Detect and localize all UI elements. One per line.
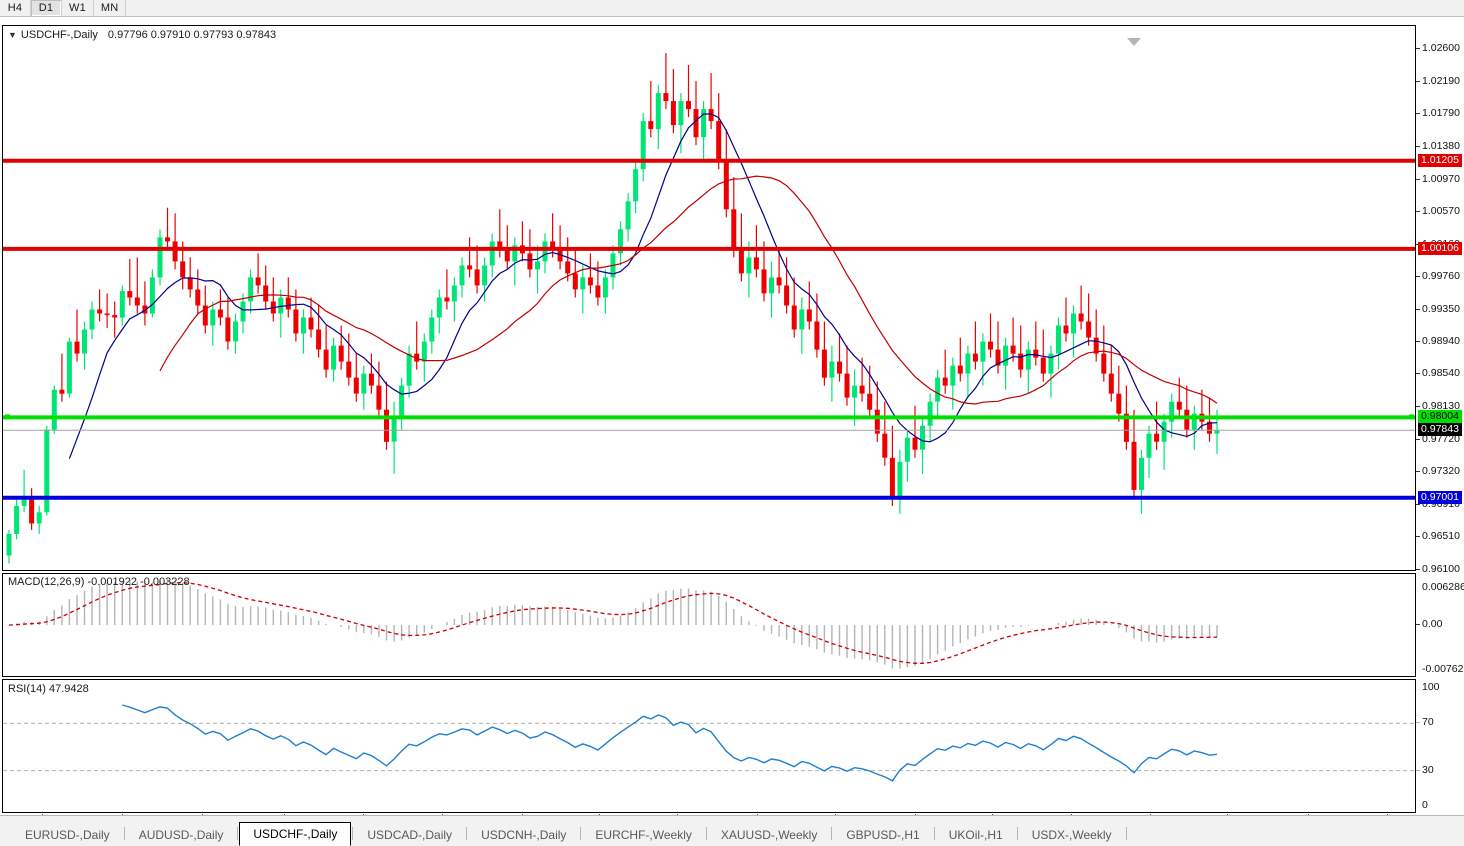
price-tick-label: 1.01380 xyxy=(1416,140,1460,152)
tab-separator xyxy=(237,826,239,840)
tab-separator xyxy=(466,826,468,840)
chart-tab-usdchf-daily[interactable]: USDCHF-,Daily xyxy=(239,822,352,846)
timeframe-toolbar: H4 D1 W1 MN xyxy=(0,0,1464,17)
timeframe-h4[interactable]: H4 xyxy=(0,0,31,16)
price-badge-last-price: 0.97843 xyxy=(1418,423,1462,437)
price-chart-panel[interactable]: ▼ USDCHF-,Daily 0.97796 0.97910 0.97793 … xyxy=(2,25,1416,571)
rsi-tick-label: 30 xyxy=(1416,764,1434,776)
price-badge-support-green: 0.98004 xyxy=(1418,410,1462,424)
price-tick-label: 0.98130 xyxy=(1416,401,1460,412)
tab-separator xyxy=(352,826,354,840)
macd-indicator-panel[interactable]: MACD(12,26,9) -0.001922 -0.003228 xyxy=(2,573,1416,677)
tab-separator xyxy=(580,826,582,840)
tab-separator xyxy=(933,826,935,840)
price-badge-resistance-lower: 1.00106 xyxy=(1418,241,1462,255)
rsi-plot xyxy=(3,680,1415,812)
rsi-svg xyxy=(3,704,1415,782)
chart-tab-list: EURUSD-,Daily AUDUSD-,Daily USDCHF-,Daily U… xyxy=(12,820,1128,846)
rsi-tick-label: 0 xyxy=(1422,799,1428,811)
price-plot xyxy=(3,26,1415,570)
timeframe-d1[interactable]: D1 xyxy=(31,0,62,16)
tab-separator xyxy=(705,826,707,840)
price-tick-label: 0.98940 xyxy=(1416,336,1460,347)
tab-separator xyxy=(1125,826,1127,840)
price-tick-label: 0.99350 xyxy=(1416,303,1460,315)
price-tick-label: 0.97720 xyxy=(1416,434,1460,445)
chart-tab-eurusd-daily[interactable]: EURUSD-,Daily xyxy=(25,828,110,842)
price-svg xyxy=(3,53,1415,564)
price-tick-label: 0.96100 xyxy=(1416,564,1460,575)
price-tick-label: 1.01790 xyxy=(1416,107,1460,119)
tab-separator xyxy=(831,826,833,840)
macd-tick-label: 0.006286 xyxy=(1422,581,1464,593)
timeframe-w1[interactable]: W1 xyxy=(62,0,94,16)
price-tick-label: 0.96910 xyxy=(1416,499,1460,510)
toolbar-spacer xyxy=(126,0,1464,16)
price-tick-label: 0.96510 xyxy=(1416,531,1460,542)
chart-tab-eurchf-weekly[interactable]: EURCHF-,Weekly xyxy=(595,828,692,842)
chart-area[interactable]: ▼ USDCHF-,Daily 0.97796 0.97910 0.97793 … xyxy=(0,17,1464,832)
rsi-indicator-panel[interactable]: RSI(14) 47.9428 xyxy=(2,679,1416,813)
chart-tab-usdcad-daily[interactable]: USDCAD-,Daily xyxy=(367,828,453,842)
chart-tab-usdcnh-daily[interactable]: USDCNH-,Daily xyxy=(481,828,567,842)
macd-plot xyxy=(3,574,1415,676)
macd-tick-label: 0.00 xyxy=(1416,619,1442,630)
chart-tab-gbpusd-h1[interactable]: GBPUSD-,H1 xyxy=(846,828,920,842)
scroll-position-marker-icon xyxy=(1127,38,1141,46)
price-tick-label: 1.00570 xyxy=(1416,205,1460,217)
chart-tab-audusd-daily[interactable]: AUDUSD-,Daily xyxy=(138,828,224,842)
price-tick-label: 1.02600 xyxy=(1416,43,1460,54)
chart-tab-bar: EURUSD-,Daily AUDUSD-,Daily USDCHF-,Daily U… xyxy=(0,815,1464,846)
price-tick-label: 0.99760 xyxy=(1416,270,1460,282)
price-tick-label: 0.98540 xyxy=(1416,368,1460,379)
chart-tab-ukoil-h1[interactable]: UKOil-,H1 xyxy=(948,828,1003,842)
price-tick-label: 0.97320 xyxy=(1416,466,1460,477)
price-badge-support-blue: 0.97001 xyxy=(1418,490,1462,504)
rsi-tick-label: 100 xyxy=(1422,681,1440,693)
chart-tab-xauusd-weekly[interactable]: XAUUSD-,Weekly xyxy=(720,828,818,842)
price-scale-axis[interactable]: 1.02600 1.02190 1.01790 1.01380 1.00970 1.005… xyxy=(1416,25,1464,813)
tab-separator xyxy=(1016,826,1018,840)
macd-svg xyxy=(8,579,1218,669)
price-tick-label: 1.02190 xyxy=(1416,75,1460,87)
timeframe-mn[interactable]: MN xyxy=(93,0,127,16)
price-badge-resistance-upper: 1.01205 xyxy=(1418,153,1462,167)
macd-tick-label: -0.00762 xyxy=(1422,663,1464,675)
rsi-tick-label: 70 xyxy=(1416,717,1434,728)
tab-separator xyxy=(123,826,125,840)
chart-tab-usdx-weekly[interactable]: USDX-,Weekly xyxy=(1031,828,1112,842)
price-tick-label: 1.00970 xyxy=(1416,173,1460,185)
